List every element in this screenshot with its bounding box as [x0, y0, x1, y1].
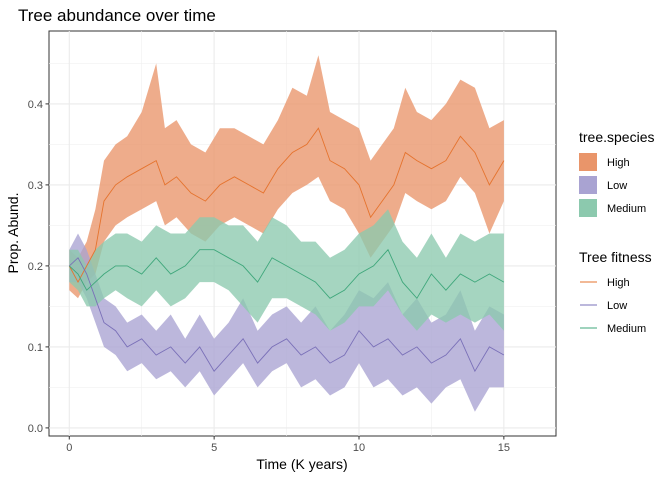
- x-tick-label-0: 0: [66, 442, 72, 454]
- ribbon-low: [69, 233, 504, 412]
- chart-title: Tree abundance over time: [18, 6, 216, 25]
- legend-fill-key-high: [579, 153, 597, 171]
- line-medium: [68, 248, 505, 300]
- y-tick-label-2: 0.2: [28, 261, 43, 273]
- legend-fill-label-medium: Medium: [607, 203, 646, 215]
- legend-line: Tree fitness High Low Medium: [579, 249, 652, 335]
- line-high: [68, 127, 505, 284]
- legend-fill-label-high: High: [607, 157, 630, 169]
- y-tick-label-1: 0.1: [28, 342, 43, 354]
- legend-fill-key-medium: [579, 199, 597, 217]
- x-tick-label-3: 15: [498, 442, 510, 454]
- legend-line-label-low: Low: [607, 300, 627, 312]
- legend-fill: tree.species High Low Medium: [579, 129, 654, 217]
- ribbon-high: [69, 55, 504, 299]
- series-lines: [68, 127, 505, 373]
- plot-panel: [48, 30, 557, 437]
- y-axis: 0.0 0.1 0.2 0.3 0.4: [28, 99, 49, 435]
- y-tick-label-3: 0.3: [28, 180, 43, 192]
- legend-fill-title: tree.species: [579, 129, 654, 145]
- y-axis-label: Prop. Abund.: [5, 193, 21, 274]
- x-axis: 0 5 10 15: [66, 436, 510, 454]
- legend-fill-key-low: [579, 176, 597, 194]
- legend-line-title: Tree fitness: [579, 249, 652, 265]
- legend-line-label-medium: Medium: [607, 323, 646, 335]
- y-tick-label-4: 0.4: [28, 99, 43, 111]
- x-tick-label-2: 10: [353, 442, 365, 454]
- ribbon-medium: [69, 209, 504, 331]
- ribbons: [69, 55, 504, 412]
- x-axis-label: Time (K years): [256, 456, 347, 472]
- legend-fill-label-low: Low: [607, 180, 627, 192]
- x-tick-label-1: 5: [211, 442, 217, 454]
- line-low: [68, 257, 505, 373]
- legend-line-label-high: High: [607, 277, 630, 289]
- y-tick-label-0: 0.0: [28, 423, 43, 435]
